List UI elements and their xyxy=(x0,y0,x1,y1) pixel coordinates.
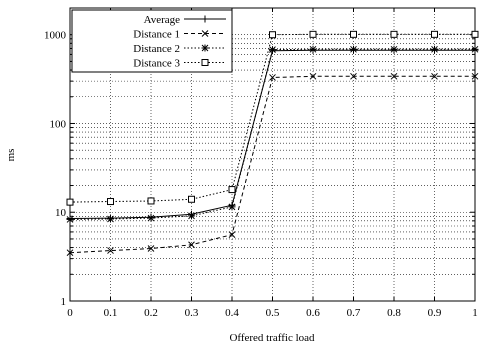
data-point xyxy=(147,214,155,222)
legend-marker xyxy=(201,30,209,37)
data-point xyxy=(309,30,317,38)
data-point xyxy=(431,72,438,80)
y-tick-label: 100 xyxy=(50,118,67,130)
data-point xyxy=(390,45,398,53)
data-point xyxy=(471,72,479,80)
data-point xyxy=(431,45,438,53)
y-axis-title: ms xyxy=(5,149,17,162)
data-point xyxy=(188,241,195,249)
data-point xyxy=(350,30,357,38)
x-tick-label: 0.3 xyxy=(185,307,199,319)
data-point xyxy=(390,30,398,38)
y-tick-label: 1000 xyxy=(44,30,67,42)
legend-label: Distance 3 xyxy=(133,58,180,70)
data-point xyxy=(471,30,479,38)
legend-marker xyxy=(201,15,209,23)
data-point xyxy=(228,186,236,194)
data-point xyxy=(107,247,114,254)
data-point xyxy=(188,212,195,220)
legend-marker xyxy=(201,44,209,52)
series-distance-2 xyxy=(66,45,479,223)
data-point xyxy=(147,197,155,205)
data-point xyxy=(228,203,236,211)
data-point xyxy=(66,249,74,257)
data-point xyxy=(147,245,155,252)
legend-label: Distance 1 xyxy=(133,29,180,41)
data-point xyxy=(228,231,236,238)
x-tick-label: 0.9 xyxy=(428,307,442,319)
legend-label: Average xyxy=(144,14,181,26)
series-distance-3 xyxy=(66,30,479,206)
legend-label: Distance 2 xyxy=(133,43,180,55)
y-tick-label: 1 xyxy=(61,296,67,308)
x-tick-label: 0.6 xyxy=(306,307,320,319)
series-line xyxy=(69,48,475,220)
x-tick-label: 0.2 xyxy=(144,307,158,319)
data-point xyxy=(309,72,317,80)
x-tick-label: 0.8 xyxy=(387,307,401,319)
data-point xyxy=(269,74,276,81)
x-tick-label: 1 xyxy=(472,307,478,319)
data-point xyxy=(66,198,74,206)
x-tick-label: 0.7 xyxy=(347,307,361,319)
data-point xyxy=(350,45,357,53)
x-tick-label: 0.5 xyxy=(266,307,280,319)
data-point xyxy=(66,215,74,223)
x-tick-label: 0 xyxy=(67,307,73,319)
data-point xyxy=(269,46,276,54)
series xyxy=(66,30,479,257)
data-point xyxy=(107,215,114,223)
x-tick-label: 0.4 xyxy=(225,307,239,319)
x-tick-label: 0.1 xyxy=(104,307,118,319)
x-axis-title: Offered traffic load xyxy=(229,332,315,344)
data-point xyxy=(107,198,114,206)
series-distance-1 xyxy=(66,72,479,257)
data-point xyxy=(309,45,317,53)
axis-ticks: 0 0.1 0.2 0.3 0.4 0.5 0.6 0.7 0.8 0.9 1 1 10 100 1000 xyxy=(44,7,478,319)
data-point xyxy=(431,30,438,38)
data-point xyxy=(350,72,357,80)
legend: Average Distance 1 Distance 2 Distance 3 xyxy=(71,9,233,73)
data-point xyxy=(471,45,479,53)
data-point xyxy=(188,195,195,203)
data-point xyxy=(269,31,276,39)
legend-marker xyxy=(201,59,209,66)
data-point xyxy=(390,72,398,80)
y-tick-label: 10 xyxy=(55,207,67,219)
